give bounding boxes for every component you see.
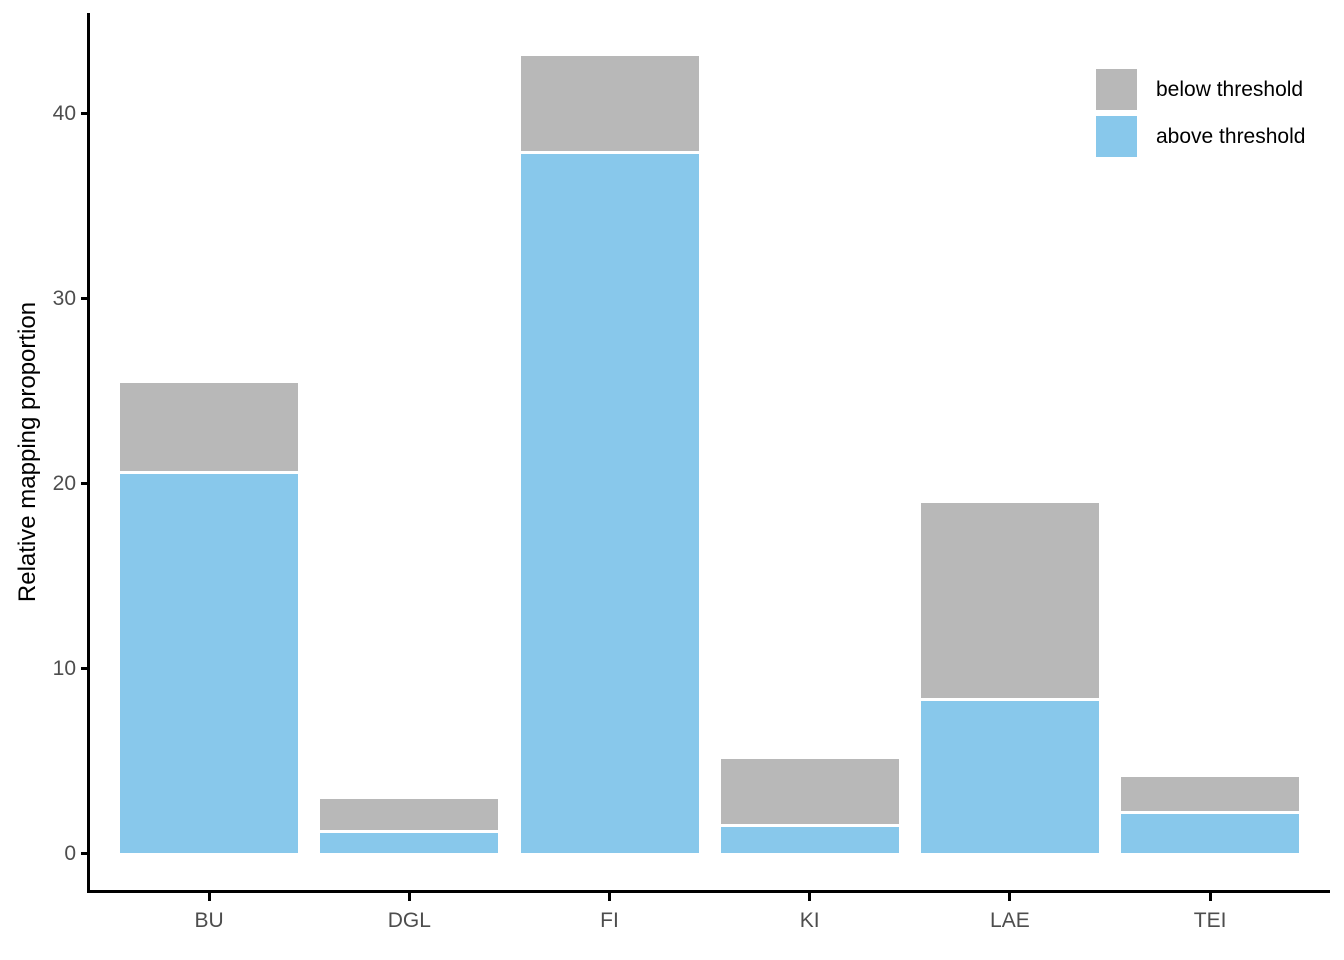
y-tick-label: 0 — [64, 841, 76, 865]
x-tick-mark — [207, 893, 211, 901]
bar-dgl-above-threshold-segment — [320, 832, 499, 853]
bar-lae-below-threshold-segment — [920, 503, 1099, 699]
bar-ki-above-threshold-segment — [720, 827, 899, 853]
y-tick-label: 10 — [52, 656, 76, 680]
bar-ki-below-threshold-segment — [720, 758, 899, 825]
x-tick-label-fi: FI — [600, 909, 619, 932]
y-tick-label: 30 — [52, 286, 76, 310]
y-axis-title: Relative mapping proportion — [14, 301, 41, 603]
bar-fi-below-threshold-segment — [520, 55, 699, 151]
x-tick-mark — [1208, 893, 1212, 901]
bar-tei-below-threshold-segment — [1121, 777, 1300, 812]
y-tick-label: 20 — [52, 471, 76, 495]
x-tick-label-ki: KI — [799, 909, 820, 932]
bar-dgl-below-threshold-segment — [320, 799, 499, 830]
bar-fi-above-threshold-segment — [520, 153, 699, 853]
bar-lae-above-threshold-segment — [920, 701, 1099, 853]
y-tick-mark — [81, 296, 89, 300]
legend-entry-below-threshold: below threshold — [1096, 69, 1336, 110]
legend-label: below threshold — [1156, 77, 1304, 101]
legend-entry-above-threshold: above threshold — [1096, 116, 1336, 157]
x-tick-label-lae: LAE — [990, 909, 1030, 932]
y-axis-line — [87, 13, 90, 893]
y-tick-mark — [81, 851, 89, 855]
x-tick-label-tei: TEI — [1193, 909, 1227, 932]
x-tick-mark — [407, 893, 411, 901]
x-tick-mark — [608, 893, 612, 901]
y-tick-mark — [81, 481, 89, 485]
bar-bu-below-threshold-segment — [120, 383, 299, 471]
x-tick-mark — [808, 893, 812, 901]
y-tick-label: 40 — [52, 101, 76, 125]
legend-swatch-below-threshold — [1096, 69, 1137, 110]
x-tick-mark — [1008, 893, 1012, 901]
y-tick-mark — [81, 111, 89, 115]
legend-swatch-above-threshold — [1096, 116, 1137, 157]
y-tick-mark — [81, 666, 89, 670]
bar-bu-above-threshold-segment — [120, 473, 299, 853]
x-tick-label-bu: BU — [194, 909, 224, 932]
legend-label: above threshold — [1156, 124, 1306, 148]
bar-tei-above-threshold-segment — [1121, 814, 1300, 853]
x-tick-label-dgl: DGL — [387, 909, 431, 932]
x-axis-line — [87, 890, 1330, 893]
